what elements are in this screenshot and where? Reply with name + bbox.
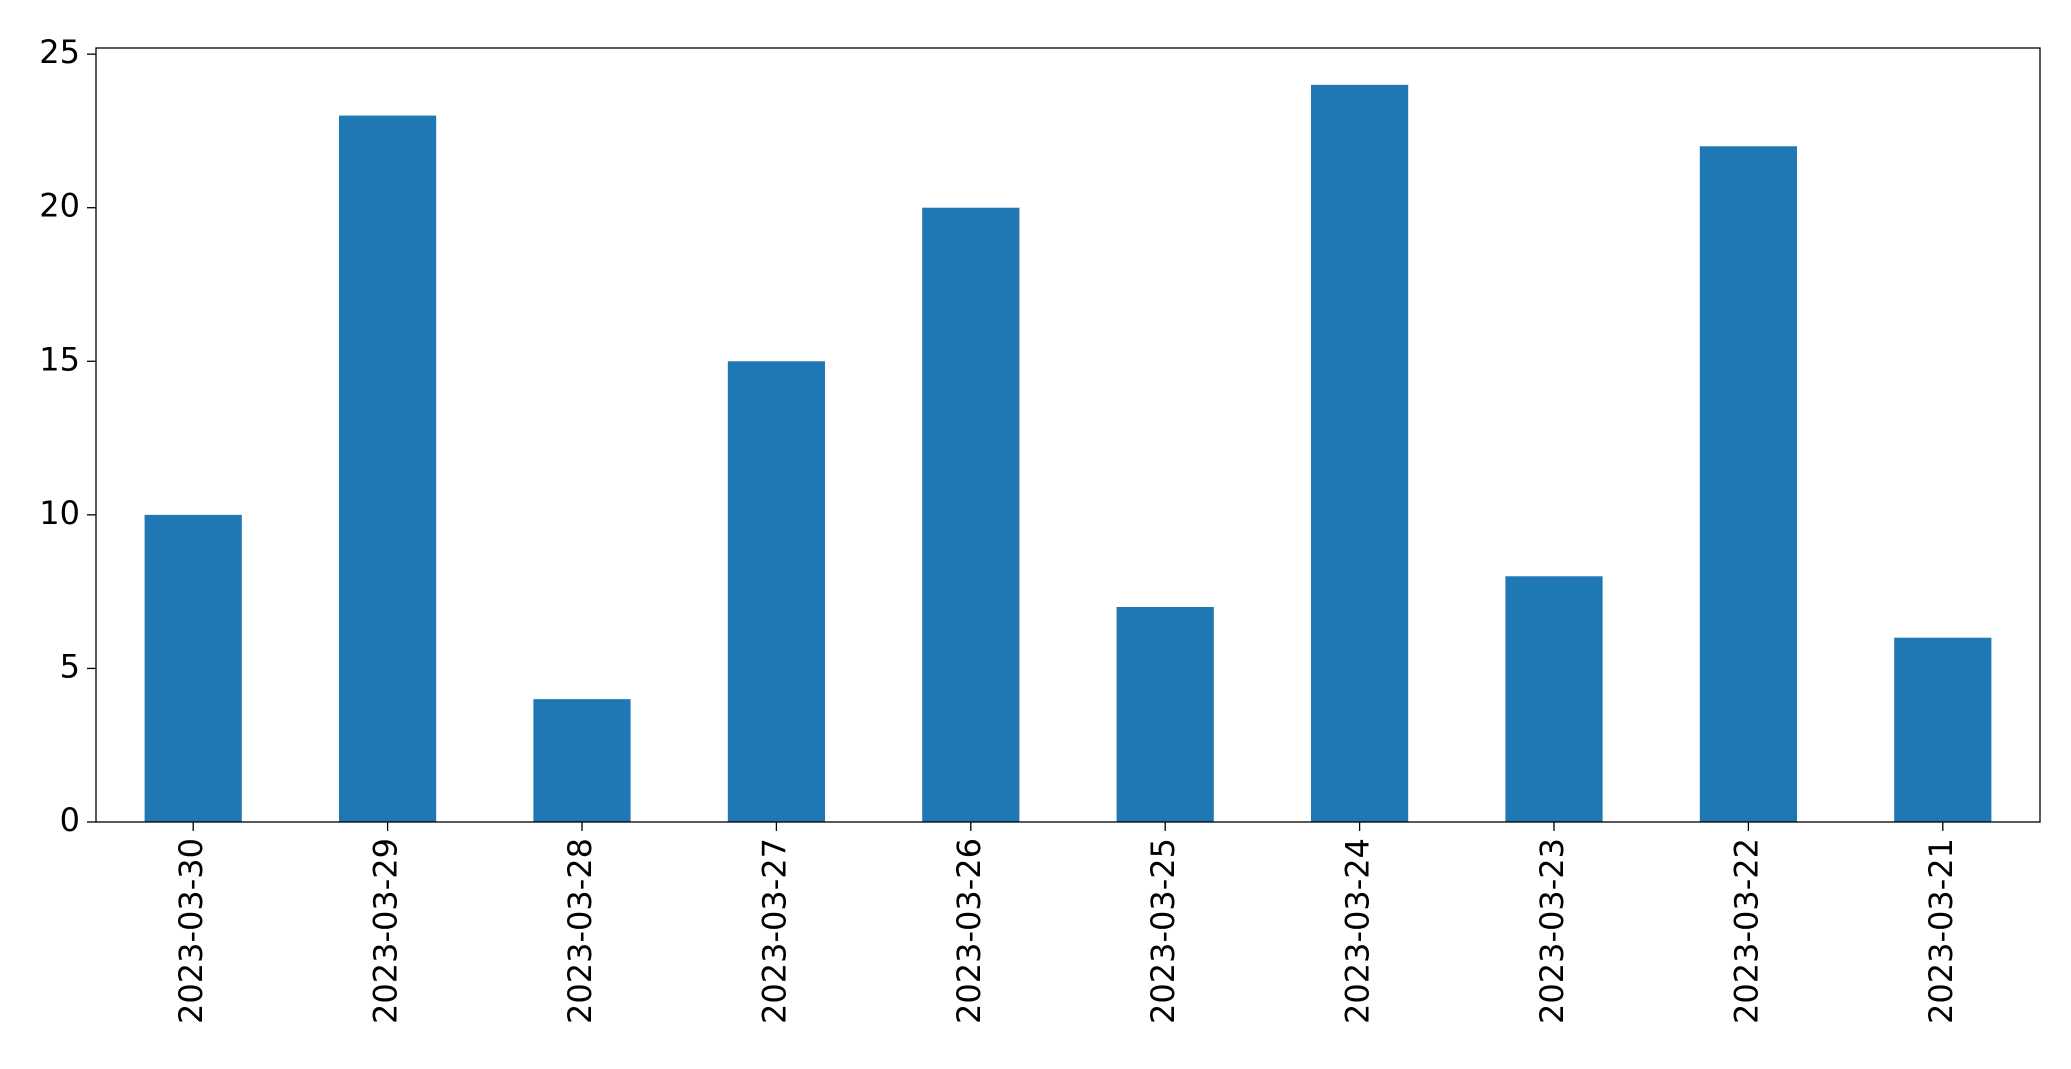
x-tick-label: 2023-03-26 [950,838,988,1024]
x-tick-label: 2023-03-24 [1339,838,1377,1024]
x-tick-label: 2023-03-30 [172,838,210,1024]
y-tick-label: 0 [60,801,80,839]
x-tick-label: 2023-03-25 [1144,838,1182,1024]
x-tick-label: 2023-03-23 [1533,838,1571,1024]
x-tick-label: 2023-03-27 [755,838,793,1024]
y-tick-label: 5 [60,647,80,685]
bar [1311,84,1409,823]
bar [727,361,825,822]
x-tick-label: 2023-03-29 [367,838,405,1024]
bar [1894,637,1992,822]
y-tick-label: 25 [39,33,80,71]
y-tick-label: 10 [39,494,80,532]
bar [1699,146,1797,823]
bar [339,115,437,823]
bar [533,699,631,822]
bar [144,514,242,822]
x-tick-label: 2023-03-21 [1922,838,1960,1024]
bar [1505,576,1603,822]
y-tick-label: 15 [39,340,80,378]
bar [1116,607,1214,822]
plot-frame [95,47,2041,823]
x-tick-label: 2023-03-22 [1727,838,1765,1024]
bar [922,207,1020,822]
x-tick-label: 2023-03-28 [561,838,599,1024]
y-tick-label: 20 [39,187,80,225]
